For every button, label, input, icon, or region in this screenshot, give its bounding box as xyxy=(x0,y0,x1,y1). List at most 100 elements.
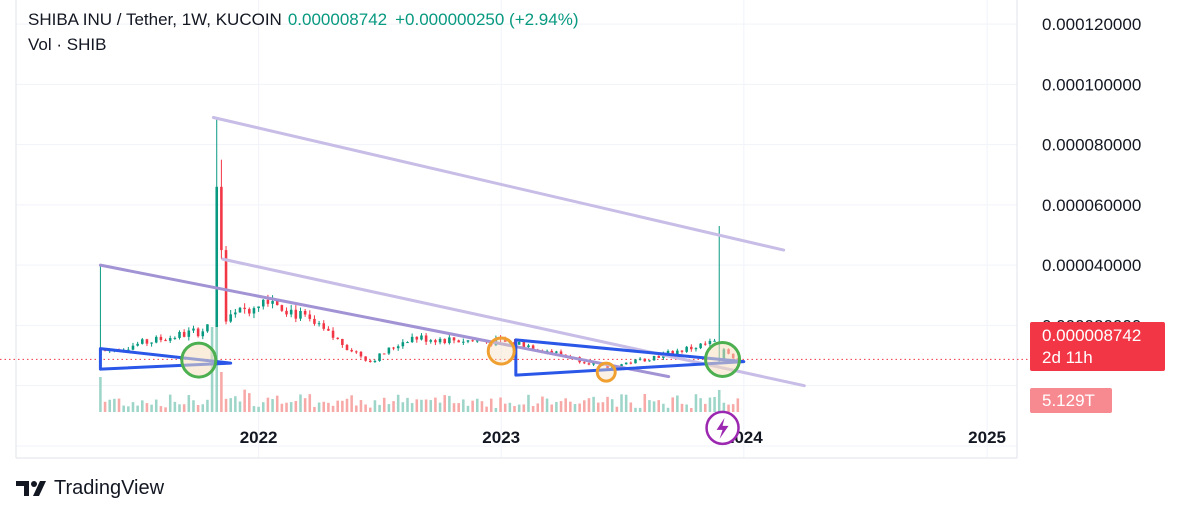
candle-body xyxy=(322,323,326,329)
volume-bar xyxy=(345,398,349,412)
volume-bar xyxy=(168,394,172,412)
candle-body xyxy=(559,351,563,355)
candle-body xyxy=(275,301,279,306)
volume-bar xyxy=(99,377,102,412)
volume-bar xyxy=(331,405,335,412)
candle-body xyxy=(136,343,139,346)
volume-bar xyxy=(471,400,474,412)
volume-bar xyxy=(569,401,572,412)
volume-bar xyxy=(187,395,191,412)
volume-bar xyxy=(127,406,130,412)
candle-body xyxy=(364,356,367,361)
volume-bar xyxy=(448,395,451,412)
candle-body xyxy=(368,360,372,363)
candle-body xyxy=(168,338,172,341)
volume-bar xyxy=(336,400,339,412)
volume-bar xyxy=(396,394,400,412)
volume-bar xyxy=(717,390,721,412)
volume-bar xyxy=(150,404,153,412)
volume-bar xyxy=(420,399,423,412)
candle-body xyxy=(401,342,405,347)
candle-body xyxy=(178,331,181,338)
candle-body xyxy=(229,314,232,322)
volume-bar xyxy=(317,402,321,412)
triangle-pattern xyxy=(514,338,746,377)
candle-body xyxy=(252,308,256,314)
candle-body xyxy=(243,307,246,310)
candle-body xyxy=(131,345,135,350)
candle-body xyxy=(415,336,419,340)
volume-bar xyxy=(662,403,665,412)
volume-bar xyxy=(341,400,344,412)
volume-bar xyxy=(703,403,707,412)
volume-bar xyxy=(596,402,600,412)
volume-bar xyxy=(131,402,135,412)
tradingview-logo-icon xyxy=(16,481,46,496)
bar-countdown-label: 2d 11h xyxy=(1042,348,1093,367)
candle-body xyxy=(652,356,656,361)
candle-body xyxy=(471,340,474,342)
candle-body xyxy=(234,312,237,315)
volume-bar xyxy=(206,399,209,412)
trendline-channel-upper xyxy=(211,116,786,252)
current-price-badge: 0.000008742 2d 11h xyxy=(1030,322,1165,371)
highlight-circle-green xyxy=(704,340,742,378)
volume-bar xyxy=(583,400,586,412)
volume-bar xyxy=(192,400,195,412)
volume-bar xyxy=(494,407,498,412)
volume-bar xyxy=(708,397,712,412)
highlight-circle-green xyxy=(180,341,218,379)
candle-body xyxy=(690,346,693,350)
volume-bar xyxy=(313,406,316,412)
candle-body xyxy=(355,351,358,353)
volume-bar xyxy=(113,398,116,412)
tradingview-brand[interactable]: TradingView xyxy=(16,476,164,500)
volume-bar xyxy=(638,407,642,412)
candle-body xyxy=(708,340,712,345)
candle-body xyxy=(313,318,316,324)
volume-bar xyxy=(364,404,367,412)
candle-body xyxy=(429,340,433,342)
trendline-channel-lower xyxy=(98,263,671,379)
volume-legend[interactable]: Vol · SHIB xyxy=(28,35,107,54)
volume-bar xyxy=(141,400,144,412)
candle-body xyxy=(285,310,288,315)
volume-bar xyxy=(652,401,656,412)
volume-bar xyxy=(694,394,698,412)
volume-bar xyxy=(634,407,637,412)
volume-bar xyxy=(252,406,256,412)
volume-bar xyxy=(485,406,488,412)
volume-bar xyxy=(666,407,670,412)
current-volume-badge: 5.129T xyxy=(1030,388,1112,413)
volume-bar xyxy=(271,399,274,412)
candle-body xyxy=(462,341,465,343)
volume-bar xyxy=(164,407,167,412)
candle-body xyxy=(257,306,260,309)
volume-bar xyxy=(513,405,516,412)
candle-body xyxy=(694,348,698,350)
volume-bar xyxy=(620,394,623,412)
volume-bar xyxy=(350,395,353,412)
candle-body xyxy=(476,340,479,342)
candle-body xyxy=(294,309,298,319)
candle-body xyxy=(173,337,177,339)
volume-bar xyxy=(196,404,200,412)
candle-body xyxy=(638,358,642,360)
volume-bar xyxy=(229,398,232,412)
candle-body xyxy=(448,337,451,344)
candle-body xyxy=(359,351,363,357)
volume-bar xyxy=(117,398,121,412)
volume-bar xyxy=(401,402,405,412)
symbol-title[interactable]: SHIBA INU / Tether, 1W, KUCOIN xyxy=(28,10,282,29)
candle-body xyxy=(141,339,144,344)
candle-body xyxy=(224,250,228,322)
volume-bar xyxy=(234,396,237,412)
candle-body xyxy=(261,299,265,307)
candle-body xyxy=(196,328,200,337)
highlight-circle-orange xyxy=(486,336,516,366)
candle-body xyxy=(629,362,633,364)
volume-bar xyxy=(159,406,163,412)
candle-body xyxy=(392,347,395,349)
